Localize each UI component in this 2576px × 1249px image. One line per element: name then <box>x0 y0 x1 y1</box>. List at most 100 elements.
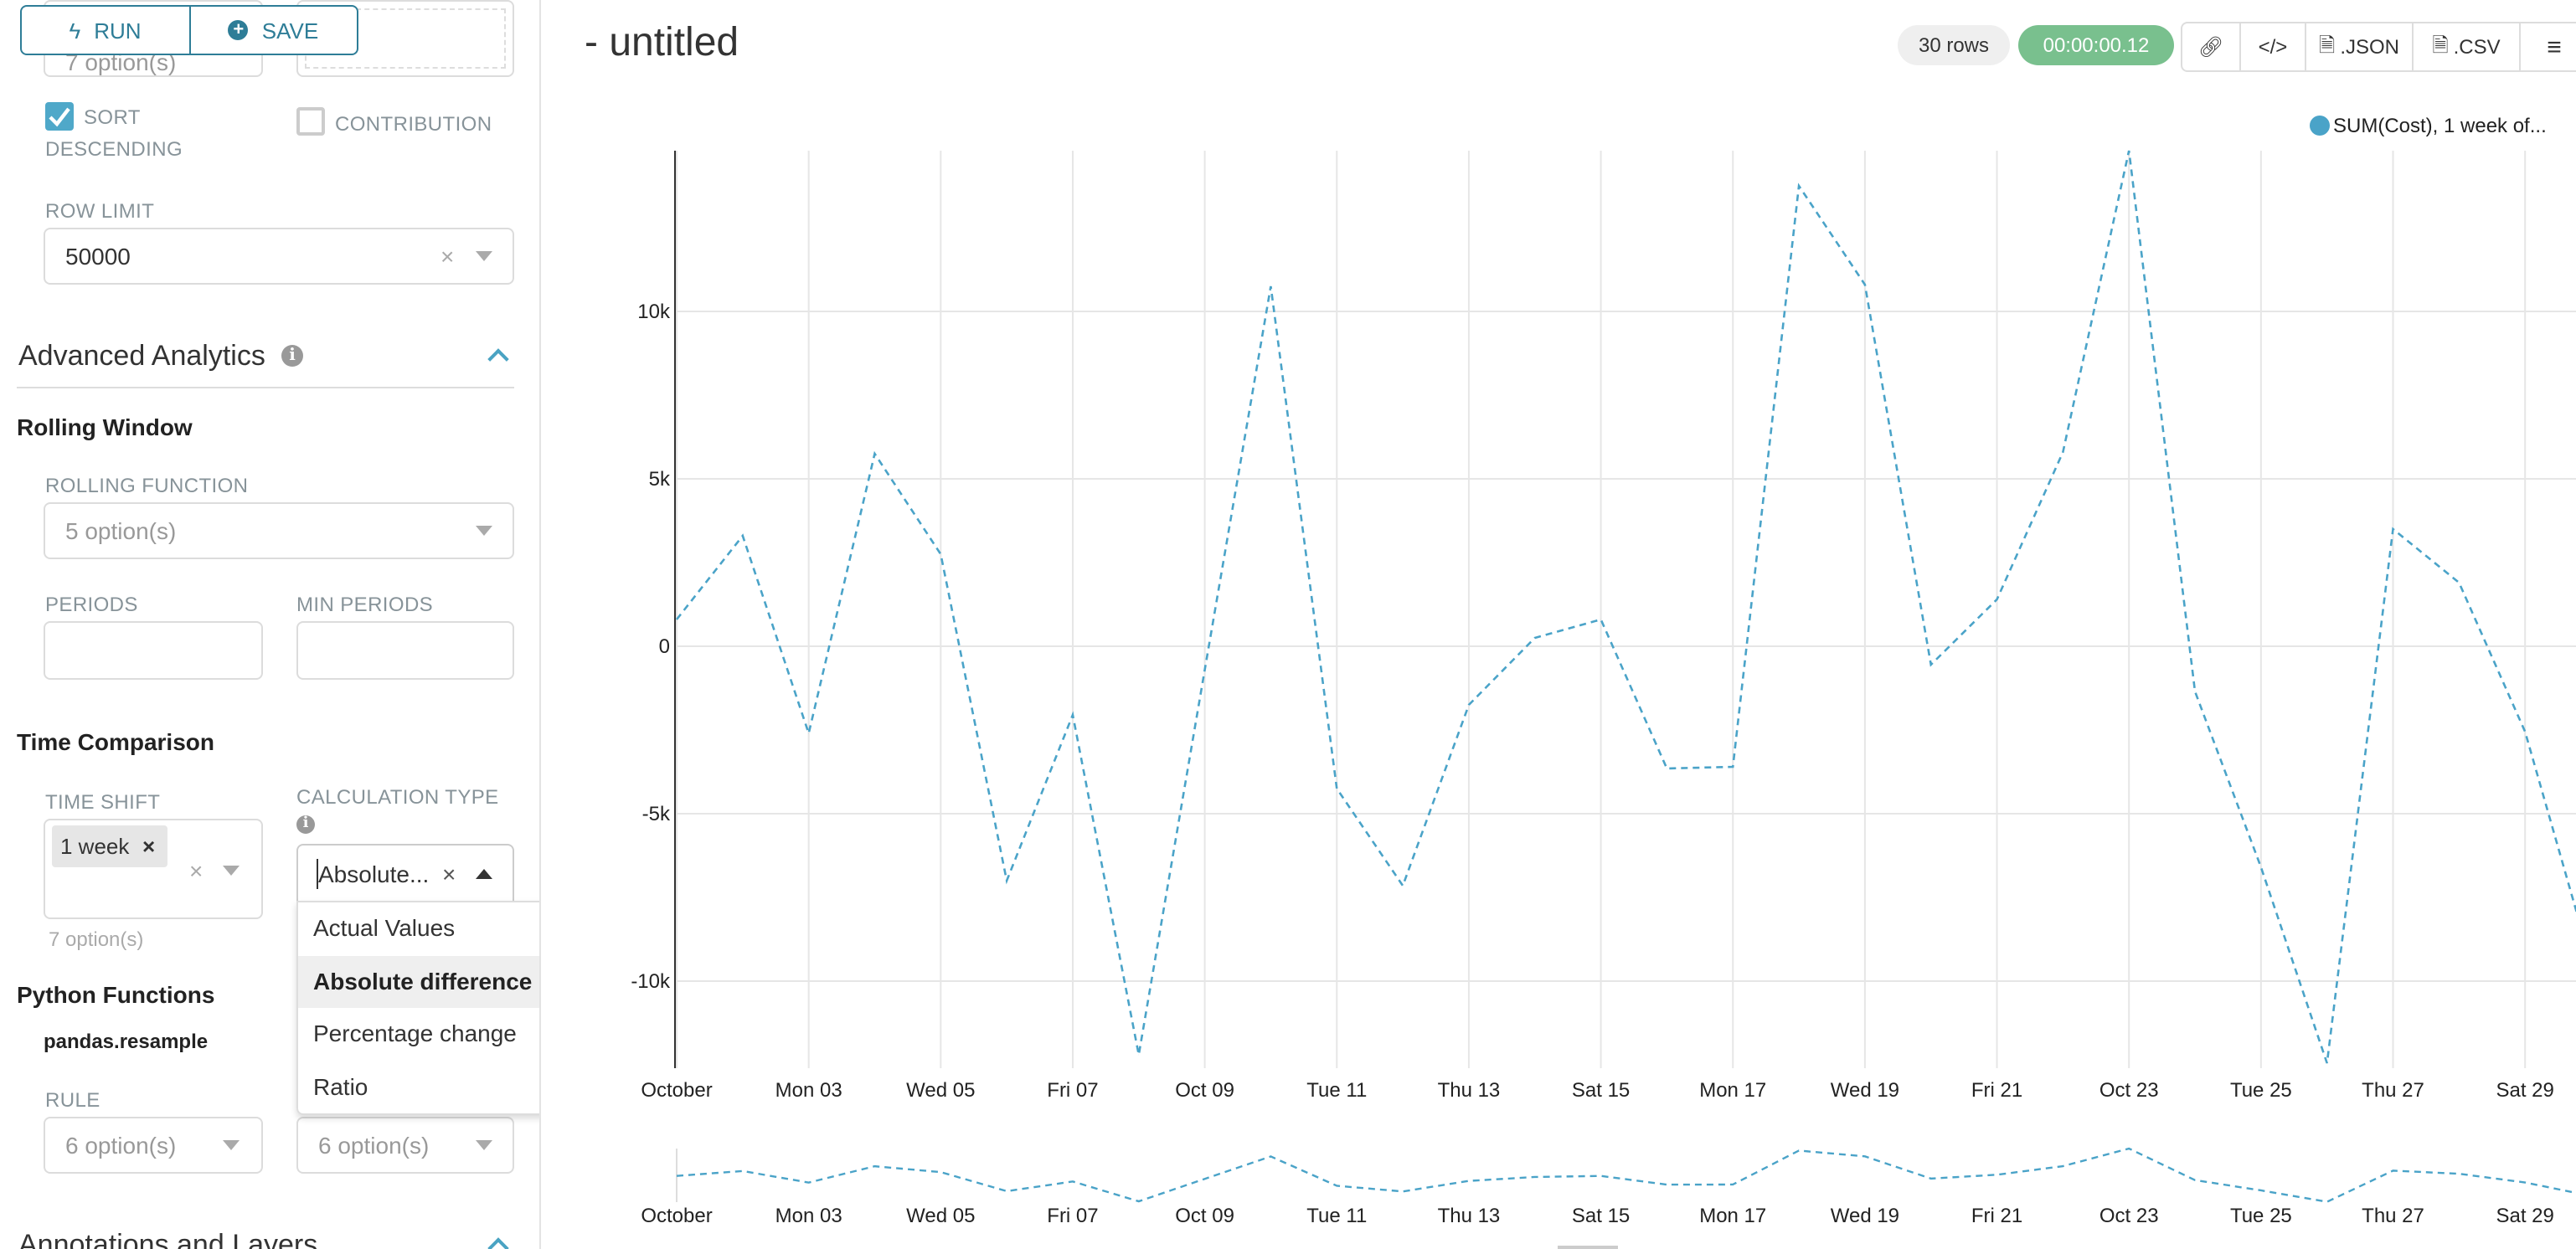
time-shift-tag: 1 week × <box>52 825 167 867</box>
row-limit-select[interactable]: 50000 × <box>44 228 514 285</box>
rule-label: RULE <box>45 1088 100 1112</box>
x-tick-label: Thu 27 <box>2362 1079 2424 1102</box>
calculation-type-select[interactable]: Absolute... × <box>296 844 514 902</box>
rolling-function-label: ROLLING FUNCTION <box>45 474 249 497</box>
brush-x-tick-label: Wed 19 <box>1831 1205 1899 1227</box>
divider <box>17 387 514 388</box>
periods-input[interactable] <box>44 621 263 680</box>
x-tick-label: Mon 17 <box>1699 1079 1766 1102</box>
more-menu-button[interactable]: ≡ <box>2521 23 2576 70</box>
x-tick-label: Sat 29 <box>2496 1079 2553 1102</box>
advanced-analytics-header[interactable]: Advanced Analytics <box>18 340 265 372</box>
embed-code-button[interactable]: </> <box>2241 23 2306 70</box>
hamburger-icon: ≡ <box>2547 33 2562 61</box>
brush-x-tick-label: Fri 07 <box>1047 1205 1098 1227</box>
row-count-badge: 30 rows <box>1898 25 2010 65</box>
method-select[interactable]: 6 option(s) <box>296 1117 514 1174</box>
plus-circle-icon: + <box>228 20 249 40</box>
contribution-label: CONTRIBUTION <box>335 112 492 136</box>
chevron-down-icon <box>223 1140 240 1150</box>
rolling-window-heading: Rolling Window <box>17 414 193 440</box>
x-tick-label: Wed 19 <box>1831 1079 1899 1102</box>
x-tick-label: Sat 15 <box>1572 1079 1630 1102</box>
brush-x-tick-label: Sat 15 <box>1572 1205 1630 1227</box>
chart-actions: 🔗︎ </> 🗎︎ .JSON 🗎︎ .CSV ≡ <box>2181 22 2576 72</box>
brush-x-tick-label: Mon 17 <box>1699 1205 1766 1227</box>
query-timer-badge: 00:00:00.12 <box>2018 25 2174 65</box>
x-tick-label: Fri 21 <box>1971 1079 2022 1102</box>
run-button[interactable]: ϟ RUN <box>22 7 190 54</box>
x-tick-label: Oct 09 <box>1175 1079 1234 1102</box>
x-tick-label: Mon 03 <box>775 1079 842 1102</box>
code-icon: </> <box>2258 35 2288 59</box>
chevron-down-icon <box>223 866 240 876</box>
calculation-type-menu: Actual Values Absolute difference Percen… <box>296 901 539 1115</box>
clear-icon[interactable]: × <box>442 860 456 887</box>
x-tick-label: October <box>641 1079 712 1102</box>
min-periods-label: MIN PERIODS <box>296 593 434 616</box>
chart-title[interactable]: - untitled <box>585 20 739 65</box>
chevron-down-icon <box>476 526 492 536</box>
control-panel: 7 option(s) ϟ RUN + SAVE SORT DESCENDING C… <box>0 0 541 1249</box>
annotations-header[interactable]: Annotations and Layers <box>18 1229 318 1249</box>
chart-legend[interactable]: SUM(Cost), 1 week of... <box>2310 114 2547 137</box>
time-comparison-heading: Time Comparison <box>17 728 214 755</box>
chevron-up-icon <box>476 868 492 878</box>
link-button[interactable]: 🔗︎ <box>2182 23 2241 70</box>
sort-descending-label: SORT <box>84 105 141 129</box>
brush-x-tick-label: Thu 27 <box>2362 1205 2424 1227</box>
legend-dot <box>2310 116 2330 136</box>
run-save-group: ϟ RUN + SAVE <box>20 5 358 55</box>
info-icon: i <box>296 815 315 834</box>
brush-x-tick-label: Oct 23 <box>2099 1205 2159 1227</box>
periods-label: PERIODS <box>45 593 138 616</box>
x-tick-label: Wed 05 <box>906 1079 975 1102</box>
info-icon: i <box>281 345 303 367</box>
brush-x-tick-label: Tue 11 <box>1306 1205 1367 1227</box>
menu-item-absolute-difference[interactable]: Absolute difference <box>298 955 539 1008</box>
brush-x-tick-label: Fri 21 <box>1971 1205 2022 1227</box>
y-tick-label: 0 <box>659 635 670 658</box>
python-functions-heading: Python Functions <box>17 981 215 1008</box>
clear-icon[interactable]: × <box>189 857 204 884</box>
bolt-icon: ϟ <box>69 18 81 43</box>
export-csv-button[interactable]: 🗎︎ .CSV <box>2414 23 2521 70</box>
menu-item-percentage-change[interactable]: Percentage change <box>313 1020 517 1046</box>
brush-x-tick-label: Thu 13 <box>1438 1205 1501 1227</box>
x-tick-label: Tue 25 <box>2230 1079 2292 1102</box>
brush-x-tick-label: Oct 09 <box>1175 1205 1234 1227</box>
brush-x-tick-label: Tue 25 <box>2230 1205 2292 1227</box>
brush-x-tick-label: Mon 03 <box>775 1205 842 1227</box>
export-json-button[interactable]: 🗎︎ .JSON <box>2306 23 2414 70</box>
rolling-function-select[interactable]: 5 option(s) <box>44 502 514 559</box>
y-tick-label: 5k <box>649 468 671 491</box>
chevron-down-icon <box>476 1140 492 1150</box>
pandas-resample-label: pandas.resample <box>44 1030 209 1053</box>
sort-descending-checkbox[interactable] <box>45 102 74 131</box>
save-button[interactable]: + SAVE <box>190 7 357 54</box>
contribution-checkbox[interactable] <box>296 107 325 136</box>
brush-x-tick-label: Sat 29 <box>2496 1205 2553 1227</box>
brush-x-tick-label: Wed 05 <box>906 1205 975 1227</box>
menu-item-actual-values[interactable]: Actual Values <box>313 914 456 941</box>
file-code-icon: 🗎︎ <box>2319 33 2336 56</box>
sort-descending-label-2: DESCENDING <box>45 137 183 161</box>
row-limit-label: ROW LIMIT <box>45 199 155 223</box>
time-shift-hint: 7 option(s) <box>49 928 144 951</box>
file-text-icon: 🗎︎ <box>2432 33 2449 56</box>
y-tick-label: 10k <box>637 301 671 323</box>
brush-x-tick-label: October <box>641 1205 712 1227</box>
calculation-type-label: CALCULATION TYPE <box>296 785 499 809</box>
time-shift-label: TIME SHIFT <box>45 790 161 814</box>
clear-icon[interactable]: × <box>440 243 455 270</box>
x-tick-label: Tue 11 <box>1306 1079 1367 1102</box>
y-tick-label: -5k <box>642 803 671 825</box>
remove-tag-icon[interactable]: × <box>142 834 156 859</box>
rule-select[interactable]: 6 option(s) <box>44 1117 263 1174</box>
min-periods-input[interactable] <box>296 621 514 680</box>
time-shift-select[interactable]: 1 week × × <box>44 819 263 919</box>
x-tick-label: Oct 23 <box>2099 1079 2159 1102</box>
x-tick-label: Fri 07 <box>1047 1079 1098 1102</box>
menu-item-ratio[interactable]: Ratio <box>313 1072 368 1099</box>
